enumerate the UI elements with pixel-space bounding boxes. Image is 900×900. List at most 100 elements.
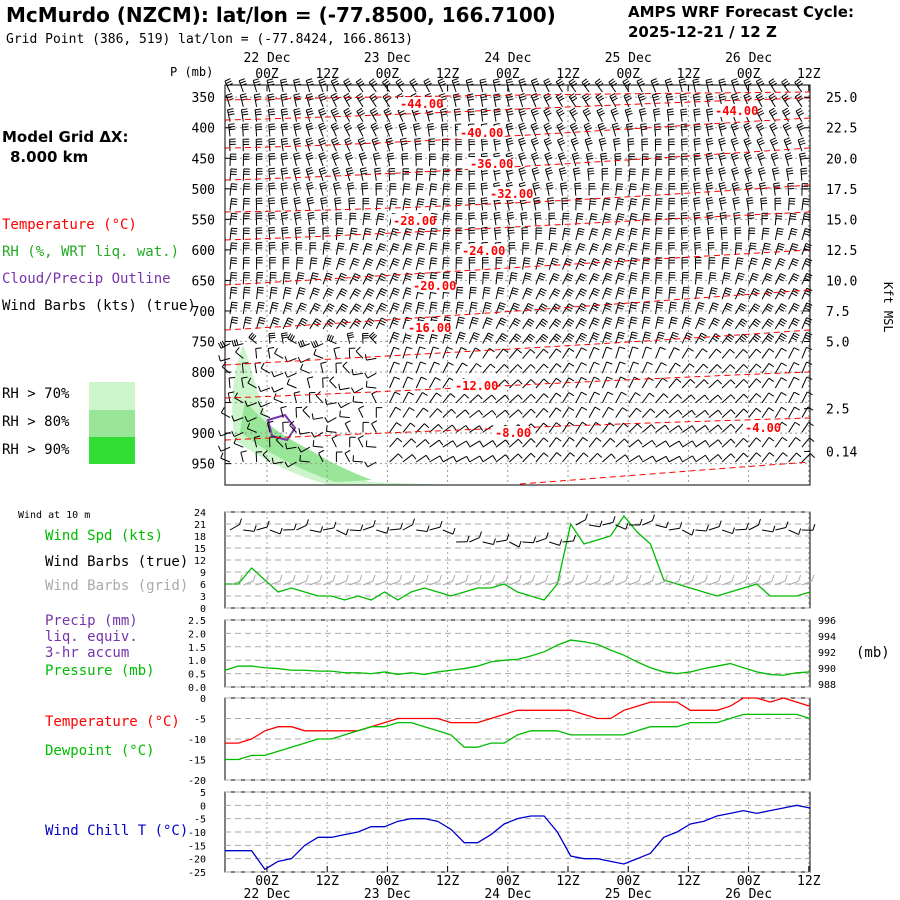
wind-barb-flag xyxy=(591,212,598,216)
wind-barb-flag xyxy=(557,110,564,114)
wind-barb xyxy=(575,421,583,433)
wind-barb xyxy=(480,213,484,226)
wind-barb-flag xyxy=(520,211,527,214)
wind-barb-flag xyxy=(340,272,347,277)
wind-barb-flag xyxy=(810,453,815,459)
wind-barb-flag xyxy=(371,110,377,114)
wind-barb-flag xyxy=(259,316,266,320)
wind-barb-flag xyxy=(431,198,438,201)
wind-barb-flag xyxy=(498,287,505,290)
wind-barb-flag xyxy=(694,229,701,232)
wind-barb-flag xyxy=(281,96,288,99)
wind-barb xyxy=(721,394,732,404)
wind-barb xyxy=(794,82,803,93)
wind-barb xyxy=(521,227,524,241)
wind-barb-true-flag xyxy=(732,527,735,534)
wind-barb-flag xyxy=(493,211,501,214)
wind-barb-flag xyxy=(605,245,612,249)
wind-barb xyxy=(389,346,395,359)
wind-barb-flag xyxy=(332,80,338,85)
wind-barb-flag xyxy=(339,257,346,261)
wind-barb-flag xyxy=(545,97,552,102)
wind-barb-flag xyxy=(369,107,376,112)
wind-barb-flag xyxy=(299,322,306,327)
wind-barb xyxy=(451,80,457,93)
wind-barb-flag xyxy=(424,439,430,445)
rh-legend: RH (%, WRT liq. wat.) xyxy=(2,244,180,260)
wind-barb-flag xyxy=(415,143,422,146)
wind-barb-flag xyxy=(239,80,246,84)
wind-barb-flag xyxy=(758,167,765,170)
wind-barb-flag xyxy=(281,172,289,175)
isotherm-label-bg xyxy=(468,157,512,170)
wind-barb-flag xyxy=(631,331,638,334)
wind-barb xyxy=(735,378,745,389)
wind-barb-flag xyxy=(583,95,590,100)
wind-barb-flag xyxy=(691,425,696,431)
wind-barb-flag xyxy=(706,184,713,187)
wind-barb-flag xyxy=(484,289,491,292)
wind-barb-grid xyxy=(549,580,560,586)
wind-barb xyxy=(495,454,506,463)
wind-barb-flag xyxy=(294,113,301,116)
wind-barb-flag xyxy=(271,457,274,464)
time-tick-label-bottom: 12Z xyxy=(436,874,460,889)
wind-barb-flag xyxy=(791,337,798,341)
wind-barb xyxy=(339,387,350,391)
wind-barb xyxy=(293,183,297,196)
wind-barb-flag xyxy=(507,199,514,202)
wind-barb-flag xyxy=(564,245,571,248)
wind-barb xyxy=(569,111,577,122)
wind-barb-flag xyxy=(343,92,350,97)
wind-barb-flag xyxy=(306,125,313,128)
wind-barb-flag xyxy=(804,230,811,234)
wind-barb-flag xyxy=(591,336,598,341)
wind-barb-flag xyxy=(566,275,573,280)
wind-barb xyxy=(362,243,368,255)
wind-barb-flag xyxy=(537,262,544,265)
wind-barb-flag xyxy=(580,305,586,310)
wind-barb xyxy=(273,372,284,378)
wind-barb-flag xyxy=(677,409,683,415)
wind-barb-flag xyxy=(617,183,624,185)
wind-barb-flag xyxy=(454,98,461,101)
wind-barb-flag xyxy=(583,80,589,85)
wind-barb-flag xyxy=(643,242,651,245)
wind-barb-flag xyxy=(670,304,677,307)
wind-barb-flag xyxy=(782,107,788,112)
wind-barb-flag xyxy=(656,203,663,205)
wind-barb-flag xyxy=(306,154,313,158)
wind-barb-flag xyxy=(717,424,723,430)
wind-barb-flag xyxy=(379,292,385,297)
wind-barb xyxy=(508,379,519,389)
pressure-tick-label: 994 xyxy=(818,632,836,643)
wind-barb-flag xyxy=(596,80,602,85)
wind-barb-flag xyxy=(712,337,718,342)
wind-barb-flag xyxy=(684,321,691,325)
wind-barb-flag xyxy=(740,303,747,307)
rh70-label: RH > 70% xyxy=(2,386,70,402)
wind-barb-flag xyxy=(740,320,746,325)
wind-barb-flag xyxy=(321,202,328,205)
wind-barb-flag xyxy=(506,154,513,158)
wind-barb-flag xyxy=(523,262,530,265)
wind-barb-flag xyxy=(551,245,558,248)
wind-barb-flag xyxy=(269,202,276,205)
wind-barb-flag xyxy=(511,307,518,311)
wind-barb-flag xyxy=(281,125,288,128)
wind-barb-flag xyxy=(294,169,301,173)
wind-barb-flag xyxy=(404,203,411,206)
wind-barb xyxy=(518,110,524,122)
wind-barb xyxy=(241,124,244,137)
wind-barb-flag xyxy=(476,363,482,368)
wind-barb-flag xyxy=(497,289,505,292)
wind-barb-flag xyxy=(291,335,296,342)
wind-barb-flag xyxy=(707,202,714,205)
wind-barb-flag xyxy=(592,305,599,309)
wind-barb-flag xyxy=(555,422,562,427)
wind-barb-flag xyxy=(643,292,650,294)
height-tick-label: 5.0 xyxy=(826,335,849,350)
wind-barb-flag xyxy=(567,320,573,325)
wind-barb-flag xyxy=(678,440,683,447)
wind-barb-flag xyxy=(294,202,302,205)
